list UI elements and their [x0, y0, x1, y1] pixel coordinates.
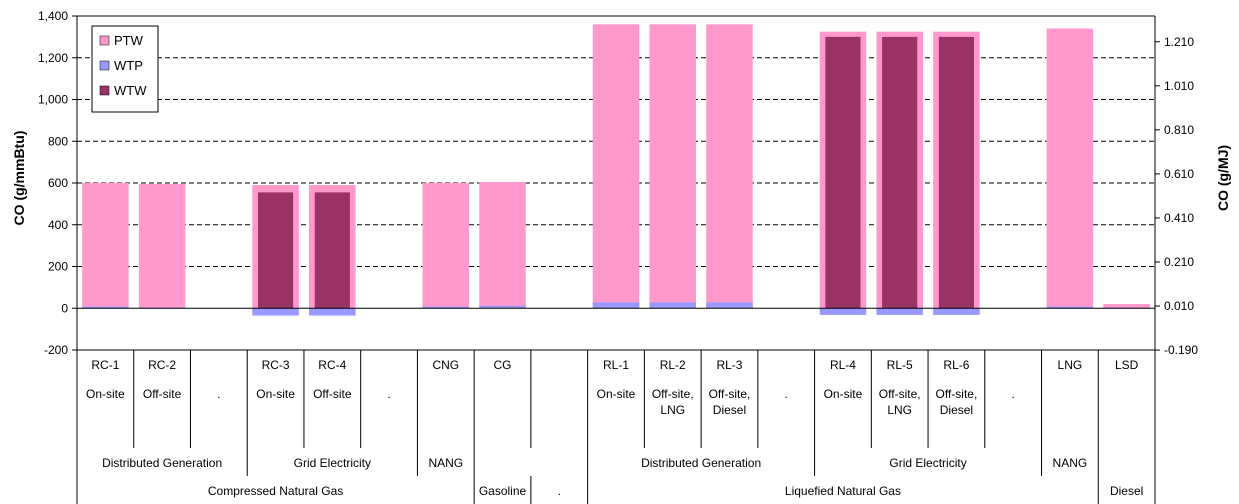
category-label: Grid Electricity: [889, 456, 966, 470]
bar-ptw: [82, 183, 129, 309]
category-label: NANG: [1053, 456, 1088, 470]
bar-wtw: [314, 192, 350, 309]
right-y-axis-ticks: -0.190 0.010 0.210 0.410 0.610 0.810 1.010 1.21…: [1155, 35, 1198, 357]
y2-tick-label: 1.010: [1164, 79, 1194, 93]
category-label: RL-6: [943, 358, 969, 372]
category-label: Distributed Generation: [102, 456, 222, 470]
y-tick-label: -200: [44, 343, 68, 357]
bar-ptw: [422, 183, 470, 309]
category-label: .: [1011, 387, 1014, 401]
category-label: RL-2: [660, 358, 686, 372]
category-label: RL-3: [716, 358, 742, 372]
bar-wtp: [706, 302, 753, 309]
legend: PTW WTP WTW: [91, 25, 159, 113]
bar-wtp: [819, 308, 867, 315]
bar-wtp: [422, 306, 470, 309]
y-tick-label: 1,400: [38, 9, 68, 23]
category-label: NANG: [428, 456, 463, 470]
y-tick-label: 1,200: [38, 51, 68, 65]
category-label: RC-3: [262, 358, 290, 372]
category-label: .: [785, 387, 788, 401]
legend-swatch: [99, 35, 110, 46]
category-label: .: [387, 387, 390, 401]
category-label: On-site: [86, 387, 125, 401]
bar-wtp: [933, 308, 980, 315]
y-tick-label: 800: [48, 134, 68, 148]
category-label: Liquefied Natural Gas: [785, 484, 901, 498]
category-label: RL-1: [603, 358, 629, 372]
y-tick-label: 200: [48, 260, 68, 274]
bar-wtw: [938, 36, 975, 309]
bar-ptw: [479, 181, 526, 309]
category-label: Off-site: [143, 387, 182, 401]
category-label: On-site: [597, 387, 636, 401]
y-tick-label: 1,000: [38, 93, 68, 107]
category-label: Off-site, LNG: [652, 387, 694, 417]
category-label: Compressed Natural Gas: [208, 484, 343, 498]
bar-wtw: [882, 36, 918, 309]
y2-tick-label: -0.190: [1164, 343, 1198, 357]
category-label: Off-site, Diesel: [709, 387, 751, 417]
category-label: On-site: [824, 387, 863, 401]
category-label: .: [558, 484, 561, 498]
y2-tick-label: 1.210: [1164, 35, 1194, 49]
category-label: RL-5: [887, 358, 913, 372]
y-tick-label: 0: [61, 301, 68, 315]
bar-ptw: [1103, 304, 1150, 309]
category-label: Distributed Generation: [641, 456, 761, 470]
category-label: RC-4: [318, 358, 346, 372]
left-y-axis-ticks: -200 0 200 400 600 800 1,000 1,200 1,400: [38, 9, 77, 357]
y-axis-title-right: CO (g/MJ): [1215, 145, 1231, 211]
category-label: CG: [494, 358, 512, 372]
bar-wtw: [257, 192, 294, 309]
bar-ptw: [706, 24, 753, 309]
y-axis-title-left: CO (g/mmBtu): [11, 131, 27, 226]
bar-ptw: [649, 24, 696, 309]
bar-ptw: [592, 24, 640, 309]
bar-wtp: [252, 308, 299, 316]
bar-wtw: [825, 36, 861, 309]
legend-swatch: [99, 85, 110, 96]
category-label: LNG: [1058, 358, 1083, 372]
bar-wtp: [592, 302, 640, 309]
category-label: RC-2: [148, 358, 176, 372]
y-tick-label: 400: [48, 218, 68, 232]
legend-label: WTP: [114, 58, 143, 73]
legend-label: WTW: [114, 83, 147, 98]
bar-wtp: [876, 308, 923, 315]
y-tick-label: 600: [48, 176, 68, 190]
bar-series: [82, 24, 1150, 316]
bar-wtp: [649, 302, 696, 309]
y2-tick-label: 0.410: [1164, 211, 1194, 225]
axes: [76, 15, 1156, 351]
legend-swatch: [99, 60, 110, 71]
bar-wtp: [479, 305, 526, 309]
category-label: RL-4: [830, 358, 856, 372]
category-label: Gasoline: [479, 484, 527, 498]
bar-ptw: [1046, 28, 1094, 309]
y2-tick-label: 0.810: [1164, 123, 1194, 137]
category-label: On-site: [256, 387, 295, 401]
category-label: LSD: [1115, 358, 1139, 372]
y2-tick-label: 0.210: [1164, 255, 1194, 269]
category-label: .: [217, 387, 220, 401]
category-label-table: RC-1 RC-2 RC-3 RC-4 CNG CG RL-1 RL-2 RL-3 RL-4 RL-…: [76, 350, 1156, 504]
bar-wtp: [309, 308, 356, 316]
bar-wtp: [1046, 306, 1094, 309]
bar-ptw: [138, 184, 186, 309]
y2-tick-label: 0.010: [1164, 299, 1194, 313]
bar-wtp: [82, 306, 129, 309]
category-label: RC-1: [91, 358, 119, 372]
category-label: Off-site: [313, 387, 352, 401]
category-label: Off-site, LNG: [879, 387, 921, 417]
category-label: Grid Electricity: [294, 456, 371, 470]
category-label: Off-site, Diesel: [936, 387, 978, 417]
legend-label: PTW: [114, 33, 144, 48]
category-label: Diesel: [1110, 484, 1143, 498]
y2-tick-label: 0.610: [1164, 167, 1194, 181]
category-label: CNG: [432, 358, 459, 372]
